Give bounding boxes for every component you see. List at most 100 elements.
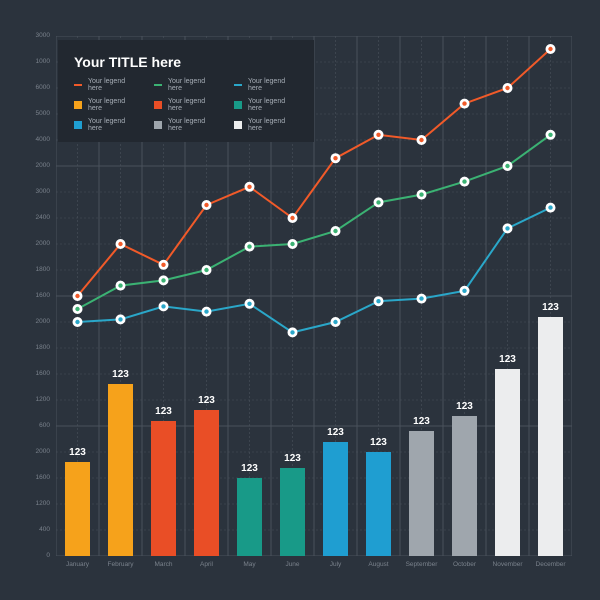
line-marker-center [204,309,208,313]
legend-item: Your legend here [154,98,218,112]
chart-page: 1231231231231231231231231231231231230400… [0,0,600,600]
legend-item-label: Your legend here [88,118,138,132]
x-axis-label: January [66,562,89,569]
line-marker-center [419,138,423,142]
line-marker-center [333,229,337,233]
line-marker-center [462,179,466,183]
x-axis-label: June [285,562,299,569]
legend-item-label: Your legend here [88,98,138,112]
legend-item: Your legend here [74,78,138,92]
line-marker-center [161,304,165,308]
legend-square-swatch [154,101,162,109]
x-axis-label: March [154,562,172,569]
green-line [78,135,551,309]
line-marker-center [505,86,509,90]
y-axis-label: 3000 [24,189,50,196]
y-axis-label: 2000 [24,449,50,456]
x-axis-label: November [493,562,523,569]
line-marker-center [548,133,552,137]
line-marker-center [333,156,337,160]
line-marker-center [376,299,380,303]
x-axis-label: April [200,562,213,569]
legend-item-label: Your legend here [168,78,218,92]
line-marker-center [290,330,294,334]
line-marker-center [505,164,509,168]
x-axis-label: July [330,562,342,569]
legend-item: Your legend here [74,118,138,132]
legend-item: Your legend here [74,98,138,112]
legend-square-swatch [234,121,242,129]
line-marker-center [505,226,509,230]
legend-item-label: Your legend here [168,118,218,132]
y-axis-label: 5000 [24,111,50,118]
legend: Your TITLE hereYour legend hereYour lege… [58,40,314,142]
blue-line [78,208,551,333]
legend-item-label: Your legend here [168,98,218,112]
line-marker-center [462,101,466,105]
y-axis-label: 2000 [24,163,50,170]
legend-line-swatch [234,84,242,86]
y-axis-label: 1600 [24,293,50,300]
line-marker-center [462,289,466,293]
legend-item-label: Your legend here [248,78,298,92]
y-axis-label: 1800 [24,267,50,274]
line-marker-center [161,263,165,267]
legend-item: Your legend here [234,118,298,132]
legend-item: Your legend here [234,98,298,112]
line-marker-center [419,296,423,300]
line-marker-center [204,203,208,207]
line-marker-center [548,205,552,209]
line-marker-center [376,133,380,137]
x-axis-label: May [243,562,255,569]
x-axis-label: October [453,562,476,569]
y-axis-label: 0 [24,553,50,560]
line-marker-center [290,216,294,220]
line-marker-center [118,283,122,287]
line-marker-center [75,320,79,324]
legend-grid: Your legend here Your legend here Your leg… [74,78,298,132]
line-marker-center [548,47,552,51]
y-axis-label: 400 [24,527,50,534]
y-axis-label: 6000 [24,85,50,92]
y-axis-label: 600 [24,423,50,430]
legend-item: Your legend here [154,78,218,92]
legend-item: Your legend here [154,118,218,132]
y-axis-label: 2000 [24,319,50,326]
line-marker-center [204,268,208,272]
y-axis-label: 1600 [24,475,50,482]
line-marker-center [376,200,380,204]
x-axis-label: September [406,562,438,569]
y-axis-label: 1200 [24,397,50,404]
legend-square-swatch [74,121,82,129]
legend-item-label: Your legend here [88,78,138,92]
x-axis-label: December [536,562,566,569]
y-axis-label: 4000 [24,137,50,144]
line-marker-center [247,302,251,306]
legend-square-swatch [234,101,242,109]
legend-item: Your legend here [234,78,298,92]
x-axis-label: August [368,562,388,569]
y-axis-label: 1000 [24,59,50,66]
y-axis-label: 2000 [24,241,50,248]
line-marker-center [290,242,294,246]
line-marker-center [419,192,423,196]
line-marker-center [161,278,165,282]
legend-item-label: Your legend here [248,118,298,132]
line-marker-center [75,307,79,311]
line-marker-center [333,320,337,324]
legend-square-swatch [74,101,82,109]
y-axis-label: 1800 [24,345,50,352]
legend-line-swatch [154,84,162,86]
x-axis-label: February [107,562,133,569]
line-marker-center [75,294,79,298]
legend-line-swatch [74,84,82,86]
line-marker-center [118,317,122,321]
line-marker-center [118,242,122,246]
legend-title: Your TITLE here [74,54,298,70]
legend-square-swatch [154,121,162,129]
legend-item-label: Your legend here [248,98,298,112]
y-axis-label: 1600 [24,371,50,378]
y-axis-label: 2400 [24,215,50,222]
line-marker-center [247,244,251,248]
line-marker-center [247,185,251,189]
